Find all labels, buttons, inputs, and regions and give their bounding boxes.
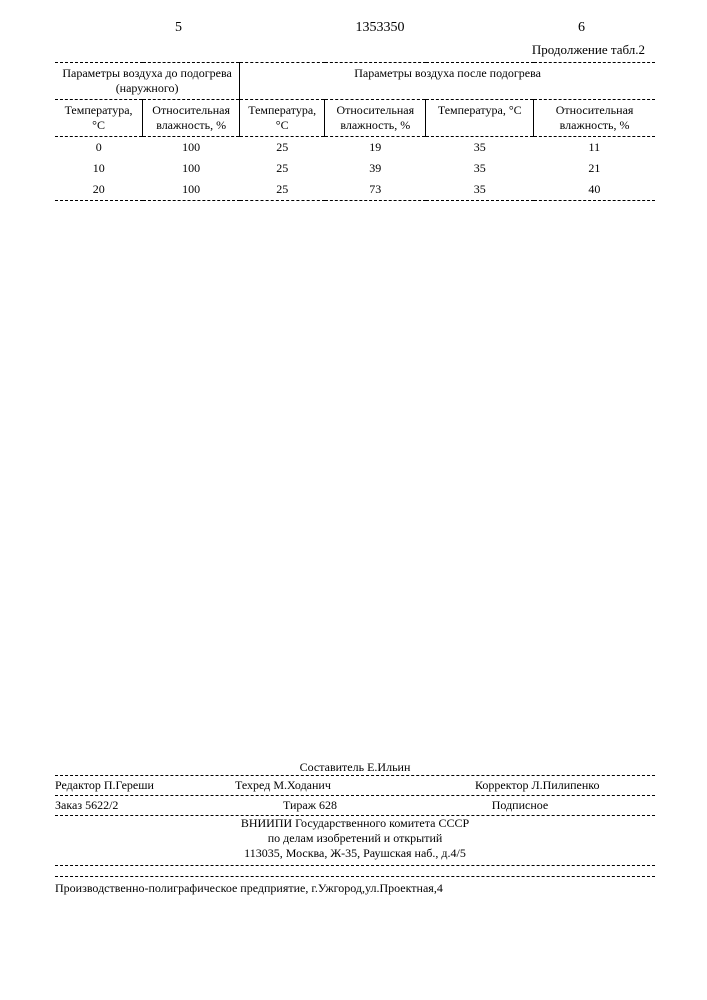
cell: 35 — [426, 137, 534, 159]
cell: 21 — [534, 158, 655, 179]
tech-line: Техред М.Ходанич — [235, 778, 475, 793]
corrector-name: Л.Пилипенко — [532, 778, 600, 792]
cell: 100 — [143, 179, 240, 201]
page-number-left: 5 — [175, 20, 182, 36]
table-row: 0 100 25 19 35 11 — [55, 137, 655, 159]
compiler-line: Составитель Е.Ильин — [55, 760, 655, 775]
tirazh-line: Тираж 628 — [235, 798, 385, 813]
group-header-before: Параметры воздуха до подогрева (наружног… — [55, 63, 240, 100]
cell: 35 — [426, 158, 534, 179]
editor-line: Редактор П.Гереши — [55, 778, 235, 793]
corrector-line: Корректор Л.Пилипенко — [475, 778, 655, 793]
cell: 100 — [143, 137, 240, 159]
table-row: 20 100 25 73 35 40 — [55, 179, 655, 201]
compiler-label: Составитель — [300, 760, 364, 774]
org-line-2: по делам изобретений и открытий — [55, 831, 655, 846]
address-line: 113035, Москва, Ж-35, Раушская наб., д.4… — [55, 846, 655, 866]
col-header-temp-after-2: Температура, °C — [426, 100, 534, 137]
cell: 0 — [55, 137, 143, 159]
col-header-hum-before: Относительная влажность, % — [143, 100, 240, 137]
compiler-name: Е.Ильин — [367, 760, 410, 774]
cell: 20 — [55, 179, 143, 201]
cell: 35 — [426, 179, 534, 201]
col-header-temp-before: Температура, °C — [55, 100, 143, 137]
cell: 10 — [55, 158, 143, 179]
cell: 73 — [325, 179, 426, 201]
editor-name: П.Гереши — [104, 778, 154, 792]
corrector-label: Корректор — [475, 778, 529, 792]
tech-label: Техред — [235, 778, 270, 792]
cell: 11 — [534, 137, 655, 159]
col-header-temp-after-1: Температура, °C — [240, 100, 325, 137]
editor-label: Редактор — [55, 778, 101, 792]
group-header-after: Параметры воздуха после подогрева — [240, 63, 655, 100]
cell: 25 — [240, 158, 325, 179]
colophon-block: Составитель Е.Ильин Редактор П.Гереши Те… — [55, 760, 655, 896]
order-label: Заказ — [55, 798, 82, 812]
order-number: 5622/2 — [85, 798, 118, 812]
subscript-line: Подписное — [385, 798, 655, 813]
cell: 25 — [240, 179, 325, 201]
tirazh-label: Тираж — [283, 798, 316, 812]
page-number-right: 6 — [578, 20, 585, 36]
producer-line: Производственно-полиграфическое предприя… — [55, 876, 655, 896]
cell: 40 — [534, 179, 655, 201]
org-line-1: ВНИИПИ Государственного комитета СССР — [55, 816, 655, 831]
cell: 39 — [325, 158, 426, 179]
col-header-hum-after-2: Относительная влажность, % — [534, 100, 655, 137]
cell: 25 — [240, 137, 325, 159]
document-page: 5 1353350 6 Продолжение табл.2 Параметры… — [55, 20, 655, 207]
table-caption: Продолжение табл.2 — [55, 42, 655, 58]
cell: 19 — [325, 137, 426, 159]
order-row: Заказ 5622/2 Тираж 628 Подписное — [55, 795, 655, 816]
order-line: Заказ 5622/2 — [55, 798, 235, 813]
cell: 100 — [143, 158, 240, 179]
air-parameters-table: Параметры воздуха до подогрева (наружног… — [55, 62, 655, 207]
col-header-hum-after-1: Относительная влажность, % — [325, 100, 426, 137]
credits-row: Редактор П.Гереши Техред М.Ходанич Корре… — [55, 775, 655, 793]
tirazh-value: 628 — [319, 798, 337, 812]
table-end-rule — [55, 201, 655, 208]
page-header-numbers: 5 1353350 6 — [55, 20, 655, 36]
tech-name: М.Ходанич — [273, 778, 331, 792]
document-number: 1353350 — [356, 20, 405, 36]
table-row: 10 100 25 39 35 21 — [55, 158, 655, 179]
subscript: Подписное — [492, 798, 549, 812]
